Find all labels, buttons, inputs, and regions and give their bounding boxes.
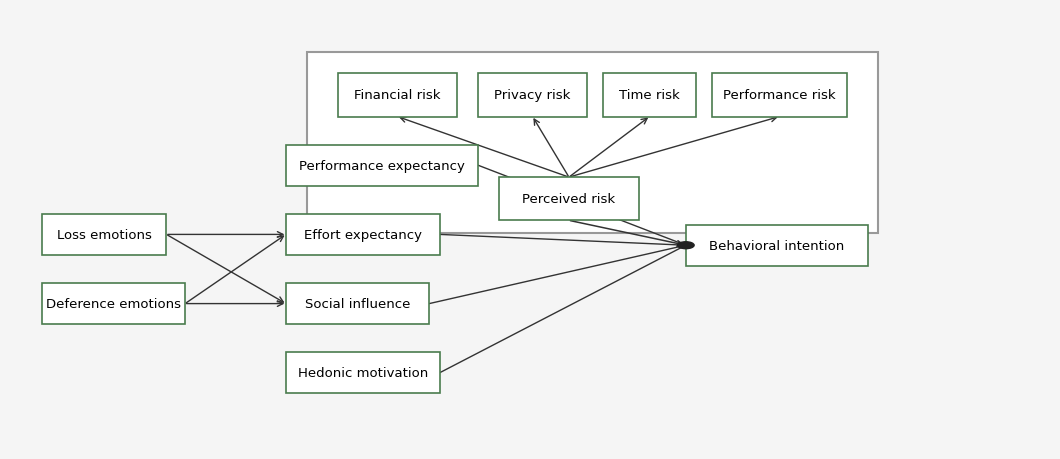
FancyBboxPatch shape — [338, 74, 457, 118]
FancyBboxPatch shape — [603, 74, 696, 118]
Text: Social influence: Social influence — [305, 297, 410, 310]
FancyBboxPatch shape — [41, 283, 185, 325]
Text: Hedonic motivation: Hedonic motivation — [298, 366, 428, 380]
FancyBboxPatch shape — [686, 225, 868, 266]
FancyBboxPatch shape — [306, 53, 878, 234]
FancyBboxPatch shape — [712, 74, 847, 118]
FancyBboxPatch shape — [286, 214, 440, 255]
Text: Performance expectancy: Performance expectancy — [299, 159, 465, 172]
Text: Time risk: Time risk — [619, 89, 679, 102]
FancyBboxPatch shape — [286, 353, 440, 393]
FancyBboxPatch shape — [478, 74, 587, 118]
FancyBboxPatch shape — [286, 283, 429, 325]
Text: Financial risk: Financial risk — [354, 89, 441, 102]
FancyBboxPatch shape — [499, 178, 639, 221]
Text: Perceived risk: Perceived risk — [523, 193, 616, 206]
FancyBboxPatch shape — [41, 214, 166, 255]
Text: Performance risk: Performance risk — [723, 89, 835, 102]
FancyBboxPatch shape — [286, 146, 478, 186]
Text: Deference emotions: Deference emotions — [46, 297, 181, 310]
Text: Loss emotions: Loss emotions — [56, 229, 152, 241]
Text: Effort expectancy: Effort expectancy — [304, 229, 422, 241]
Text: Behavioral intention: Behavioral intention — [709, 239, 845, 252]
Circle shape — [677, 242, 694, 249]
Text: Privacy risk: Privacy risk — [494, 89, 570, 102]
